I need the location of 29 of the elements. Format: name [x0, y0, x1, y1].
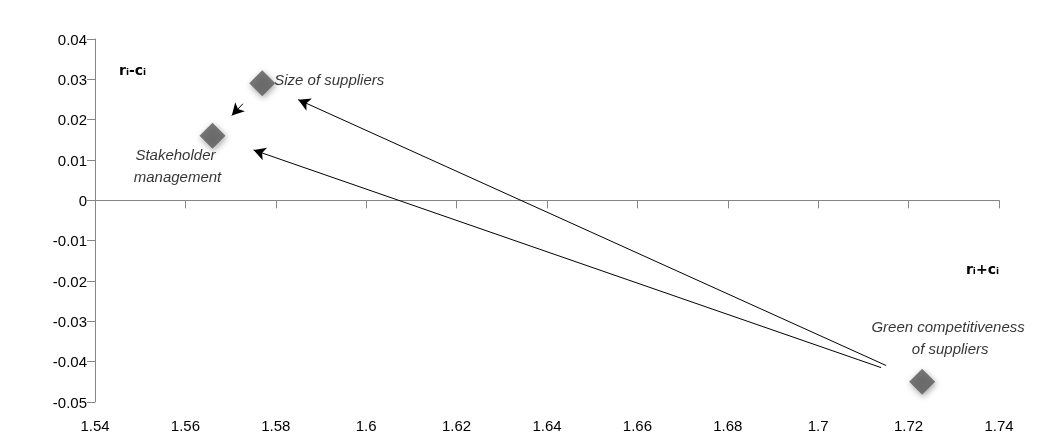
x-tick-label: 1.62	[442, 417, 472, 434]
y-tick-label: 0.03	[57, 70, 87, 88]
y-tick-label: 0.01	[57, 151, 87, 169]
x-tick-label: 1.64	[532, 417, 562, 434]
annotation: Green competitiveness of suppliers	[871, 318, 1029, 358]
x-tick-label: 1.74	[984, 417, 1014, 434]
x-axis-title: rᵢ+cᵢ	[965, 261, 999, 278]
x-tick-label: 1.54	[80, 417, 110, 434]
y-tick-label: -0.05	[52, 393, 87, 411]
x-tick-label: 1.58	[261, 417, 291, 434]
y-tick-label: -0.04	[52, 353, 87, 371]
x-tick-label: 1.7	[807, 417, 829, 434]
x-tick-label: 1.6	[355, 417, 377, 434]
point	[249, 70, 276, 97]
y-tick-label: -0.03	[52, 312, 87, 330]
y-tick-label: 0.02	[57, 111, 87, 129]
x-tick-label: 1.66	[622, 417, 652, 434]
y-tick-label: -0.02	[52, 272, 87, 290]
y-axis-title: rᵢ-cᵢ	[119, 62, 147, 78]
annotation: Size of suppliers	[274, 70, 385, 88]
x-tick-label: 1.68	[713, 417, 743, 434]
y-tick-label: 0	[78, 191, 87, 209]
x-tick-label: 1.72	[894, 417, 924, 434]
point	[199, 122, 226, 149]
point	[909, 368, 936, 395]
annotation: Stakeholder management	[133, 146, 223, 186]
y-tick-label: 0.04	[57, 30, 87, 48]
y-tick-label: -0.01	[52, 232, 87, 250]
x-tick-label: 1.56	[170, 417, 200, 434]
